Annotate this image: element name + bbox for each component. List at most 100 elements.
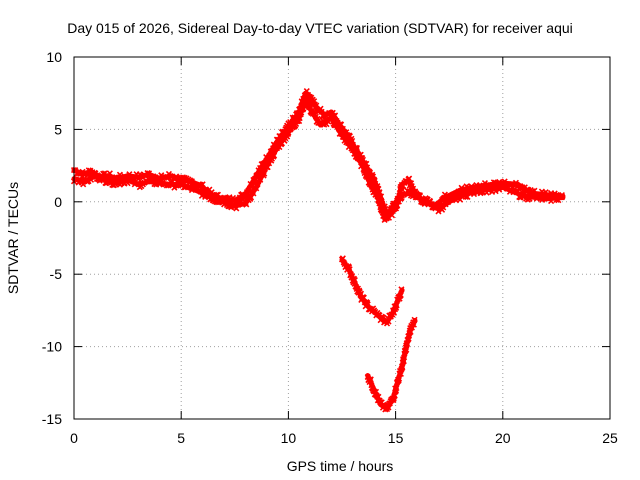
data-point [85,167,92,174]
data-point [481,179,488,187]
data-point [175,182,182,189]
data-point [347,140,354,148]
data-point [221,201,228,208]
y-tick-label: 5 [54,121,62,137]
series-satellite-pass-c [338,255,405,327]
data-point [478,188,485,196]
x-tick-label: 0 [70,430,78,446]
data-point [379,314,386,321]
data-point [461,190,468,197]
data-point [225,203,232,210]
data-point [403,346,410,353]
data-point [126,171,133,178]
data-point [530,192,537,199]
data-point [418,196,425,203]
data-point [364,301,371,308]
data-point [408,180,415,187]
data-point [106,170,113,177]
data-point [359,159,366,166]
data-point [373,191,380,198]
data-point [158,178,165,185]
data-point [100,175,108,182]
plot-frame [73,56,611,420]
series-satellite-pass-b [70,96,566,223]
data-point [397,292,404,299]
data-point [385,318,392,325]
data-point [222,198,229,205]
data-point [179,180,186,187]
data-point [408,183,415,190]
data-point [521,191,528,198]
data-point [116,171,124,178]
data-point [397,370,404,377]
data-point [285,129,292,136]
data-point [358,163,365,170]
data-point [306,102,313,109]
data-point [378,399,385,406]
data-point [357,290,365,297]
data-point [243,201,250,208]
data-point [318,108,325,115]
data-point [487,184,494,191]
data-point [144,169,151,177]
data-point [531,187,538,194]
data-point [412,318,418,324]
data-point [457,196,464,203]
data-point [393,302,400,309]
data-point [364,299,371,306]
data-point [115,178,122,185]
series-satellite-pass-d [364,316,418,413]
x-tick-label: 20 [495,430,511,446]
data-point [427,198,434,205]
data-point [345,264,353,271]
data-point [261,170,268,177]
y-tick-label: -15 [42,411,62,427]
chart-title: Day 015 of 2026, Sidereal Day-to-day VTE… [67,20,573,36]
data-point [343,129,350,136]
y-tick-label: -5 [50,266,63,282]
data-point [264,164,271,171]
data-point [96,177,103,184]
data-point [198,192,205,199]
data-point [145,170,153,177]
data-point [399,364,406,371]
data-point [173,173,180,180]
data-point [250,190,257,197]
data-point [313,102,320,109]
data-point [200,187,207,194]
data-point [433,201,440,209]
data-point [369,173,377,180]
data-point [107,175,114,182]
data-point [533,195,540,202]
data-point [365,173,372,181]
data-point [396,375,403,382]
data-point [404,187,411,194]
y-tick-label: -10 [42,339,62,355]
data-point [551,193,558,200]
grid [74,57,610,419]
data-point [394,202,401,209]
x-tick-label: 5 [177,430,185,446]
data-point [376,199,383,206]
data-point [514,188,521,195]
data-point [441,191,448,198]
data-point [475,185,482,192]
data-point [560,194,566,200]
data-point [106,179,113,186]
y-tick-label: 0 [54,194,62,210]
data-point [233,205,240,212]
data-point [167,178,174,185]
data-point [525,186,532,193]
data-point [151,180,158,188]
data-point [344,137,351,144]
data-point [296,115,303,122]
data-point [213,191,220,198]
data-point [496,186,503,193]
data-point [502,182,509,189]
x-tick-label: 10 [281,430,297,446]
data-point [317,105,324,112]
y-tick-label: 10 [46,49,62,65]
data-point [92,170,99,177]
data-point [542,189,549,196]
data-point [237,198,244,205]
